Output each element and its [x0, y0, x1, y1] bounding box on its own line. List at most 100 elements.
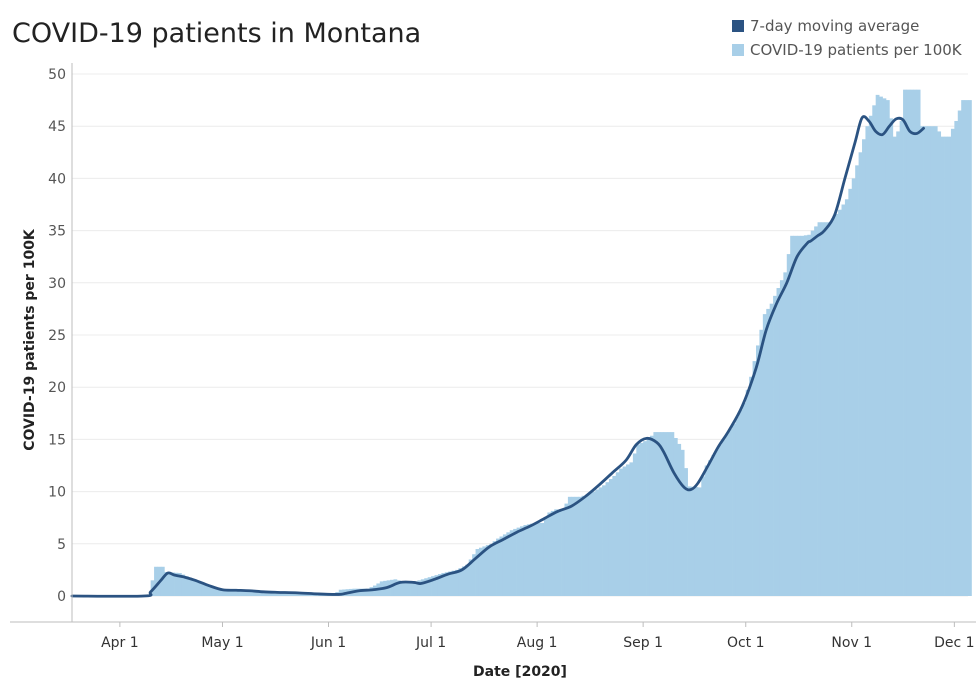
bar-day-135 — [533, 522, 538, 596]
bar-day-160 — [619, 468, 623, 596]
bar-day-162 — [626, 464, 630, 596]
bar-day-113 — [458, 568, 463, 596]
bar-day-208 — [783, 272, 788, 596]
bar-day-195 — [738, 409, 743, 596]
y-tick-label-25: 25 — [48, 328, 66, 344]
bar-day-37 — [198, 581, 203, 596]
bar-day-211 — [793, 235, 798, 596]
bar-day-204 — [769, 303, 774, 596]
x-tick-label-5: Sep 1 — [623, 635, 663, 651]
legend-swatch-patients — [732, 44, 744, 56]
bar-day-149 — [581, 495, 586, 596]
bar-day-51 — [246, 590, 251, 596]
bar-day-106 — [434, 575, 439, 596]
bar-day-188 — [714, 449, 719, 596]
bar-day-112 — [455, 569, 459, 596]
bar-day-241 — [896, 131, 900, 597]
bar-day-58 — [270, 591, 275, 596]
y-tick-label-35: 35 — [48, 224, 66, 240]
bar-day-216 — [810, 230, 815, 596]
bar-day-127 — [506, 532, 511, 596]
bar-day-225 — [841, 204, 846, 596]
bar-day-143 — [561, 510, 565, 596]
bar-day-182 — [694, 487, 699, 596]
bar-day-97 — [403, 581, 408, 596]
bars — [150, 89, 972, 597]
bar-day-32 — [181, 574, 186, 596]
bar-day-243 — [903, 89, 907, 596]
bar-day-48 — [236, 589, 240, 596]
bar-day-161 — [622, 466, 627, 596]
x-tick-label-4: Aug 1 — [517, 635, 558, 651]
y-tick-label-10: 10 — [48, 485, 66, 501]
bar-day-232 — [865, 126, 870, 596]
bar-day-50 — [243, 590, 247, 596]
bar-day-121 — [485, 545, 490, 596]
bar-day-209 — [786, 254, 791, 596]
bar-day-153 — [595, 489, 600, 596]
bar-day-210 — [790, 235, 794, 596]
y-axis-title: COVID-19 patients per 100K — [22, 228, 38, 451]
bar-day-115 — [465, 564, 470, 596]
bar-day-44 — [222, 589, 227, 596]
bar-day-141 — [554, 509, 558, 596]
bar-day-35 — [191, 578, 196, 596]
bar-day-207 — [779, 280, 784, 596]
x-tick-label-2: Jun 1 — [310, 635, 346, 651]
bar-day-136 — [537, 522, 541, 596]
bar-day-55 — [260, 591, 264, 596]
bar-day-57 — [266, 591, 271, 596]
x-tick-labels: Apr 1 May 1 Jun 1 Jul 1 Aug 1 Sep 1 Oct 1 Nov 1… — [101, 622, 975, 651]
bar-day-228 — [851, 178, 856, 596]
bar-day-124 — [496, 538, 500, 596]
bar-day-26 — [160, 566, 165, 596]
bar-day-109 — [444, 572, 449, 596]
bar-day-167 — [643, 441, 647, 596]
bar-day-223 — [834, 213, 839, 596]
bar-day-95 — [396, 580, 401, 596]
bar-day-87 — [369, 587, 374, 596]
bar-day-139 — [547, 512, 552, 596]
bar-day-180 — [687, 486, 692, 596]
bar-day-259 — [957, 110, 962, 596]
bar-day-60 — [277, 591, 281, 596]
bar-day-24 — [154, 566, 158, 596]
x-tick-label-1: May 1 — [201, 635, 243, 651]
legend: 7-day moving average COVID-19 patients p… — [732, 14, 962, 62]
bar-day-43 — [219, 589, 223, 596]
bar-day-118 — [475, 549, 480, 596]
bar-day-46 — [229, 589, 234, 596]
bar-day-258 — [954, 120, 959, 596]
bar-day-98 — [407, 581, 411, 596]
bar-day-27 — [164, 571, 169, 596]
bar-day-129 — [513, 528, 517, 596]
bar-day-159 — [615, 472, 620, 596]
bar-day-42 — [215, 588, 220, 596]
bar-day-252 — [933, 126, 938, 596]
bar-day-96 — [400, 581, 405, 596]
y-tick-labels: 0 5 10 15 20 25 30 35 40 45 50 — [48, 67, 66, 605]
bar-day-150 — [585, 494, 589, 596]
bar-day-218 — [817, 222, 822, 596]
y-tick-label-40: 40 — [48, 171, 66, 187]
bar-day-134 — [530, 523, 535, 596]
bar-day-220 — [824, 222, 829, 596]
y-tick-label-5: 5 — [57, 537, 66, 553]
bar-day-123 — [492, 541, 497, 596]
bar-day-137 — [540, 522, 545, 596]
bar-day-156 — [605, 482, 610, 596]
bar-day-100 — [414, 581, 418, 596]
legend-label-moving-average: 7-day moving average — [750, 17, 920, 35]
bar-day-203 — [766, 308, 771, 596]
bar-day-28 — [167, 572, 172, 596]
bar-day-111 — [451, 570, 456, 596]
bar-day-231 — [862, 139, 866, 596]
bar-day-107 — [437, 574, 442, 596]
bar-day-138 — [543, 517, 548, 596]
moving-average-line — [70, 115, 925, 598]
bar-day-31 — [178, 573, 182, 596]
bar-day-198 — [749, 376, 753, 596]
bar-day-54 — [256, 591, 261, 596]
bar-day-144 — [564, 503, 569, 596]
x-tick-label-6: Oct 1 — [727, 635, 765, 651]
